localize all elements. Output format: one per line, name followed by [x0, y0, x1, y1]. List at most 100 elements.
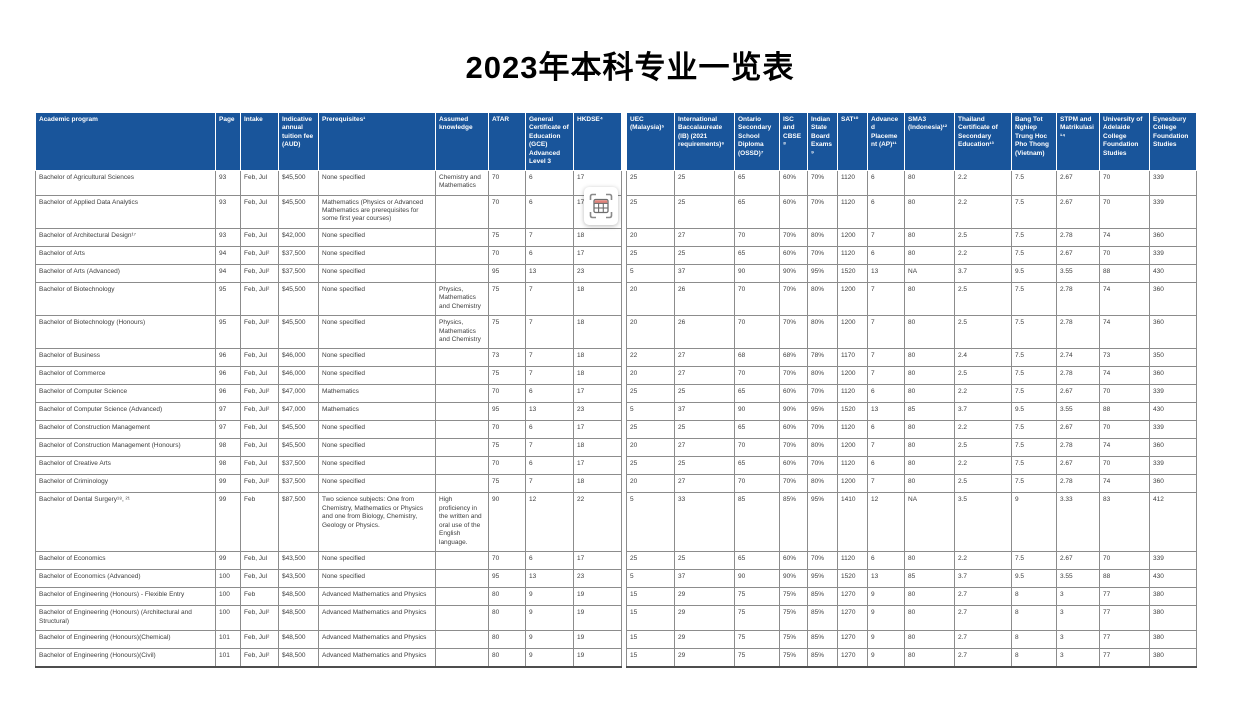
data-cell: 360: [1149, 366, 1197, 386]
data-cell: 100: [215, 569, 241, 589]
data-cell: 75: [734, 647, 780, 668]
data-cell: 90: [734, 402, 780, 422]
data-cell: 90: [734, 263, 780, 283]
data-cell: 15: [626, 587, 675, 607]
data-cell: [435, 348, 489, 368]
capture-table-button[interactable]: [584, 187, 618, 225]
data-cell: 68: [734, 348, 780, 368]
data-cell: 7.5: [1011, 420, 1057, 440]
data-cell: 2.2: [954, 384, 1012, 404]
data-cell: 15: [626, 647, 675, 668]
program-cell: Bachelor of Applied Data Analytics: [35, 194, 216, 229]
data-cell: 25: [626, 194, 675, 229]
data-cell: 99: [215, 551, 241, 571]
data-cell: 3: [1056, 605, 1100, 631]
data-cell: 20: [626, 281, 675, 317]
data-cell: 65: [734, 384, 780, 404]
data-cell: 339: [1149, 384, 1197, 404]
data-cell: 26: [674, 315, 735, 350]
data-cell: 3.55: [1056, 402, 1100, 422]
data-cell: $45,500: [278, 194, 319, 229]
data-cell: Feb, Jul: [240, 366, 279, 386]
data-cell: 7: [525, 474, 574, 494]
data-cell: 29: [674, 629, 735, 649]
data-cell: 95%: [807, 263, 838, 283]
data-cell: 22: [626, 348, 675, 368]
data-cell: $48,500: [278, 647, 319, 668]
data-cell: 12: [867, 492, 905, 553]
data-cell: 360: [1149, 438, 1197, 458]
data-cell: 70: [1099, 169, 1150, 196]
program-cell: Bachelor of Engineering (Honours)(Civil): [35, 647, 216, 668]
data-cell: 77: [1099, 605, 1150, 631]
data-cell: 70%: [779, 474, 808, 494]
data-cell: 75: [734, 629, 780, 649]
data-cell: 97: [215, 402, 241, 422]
data-cell: 8: [1011, 605, 1057, 631]
data-cell: 7.5: [1011, 551, 1057, 571]
data-cell: 70%: [807, 245, 838, 265]
data-cell: 96: [215, 384, 241, 404]
data-cell: Mathematics (Physics or Advanced Mathema…: [318, 194, 436, 229]
data-cell: 70: [1099, 420, 1150, 440]
data-cell: 18: [573, 315, 622, 350]
data-cell: 380: [1149, 647, 1197, 668]
data-cell: 80: [904, 227, 955, 247]
program-cell: Bachelor of Economics (Advanced): [35, 569, 216, 589]
data-cell: 98: [215, 456, 241, 476]
data-cell: 15: [626, 629, 675, 649]
data-cell: [435, 569, 489, 589]
data-cell: 13: [867, 402, 905, 422]
data-cell: 19: [573, 605, 622, 631]
data-cell: 65: [734, 169, 780, 196]
data-cell: 70%: [779, 281, 808, 317]
table-row: Bachelor of Creative Arts 98 Feb, Jul $37,5…: [35, 456, 1197, 476]
data-cell: 9.5: [1011, 569, 1057, 589]
data-cell: 3.7: [954, 569, 1012, 589]
column-gap: [621, 630, 627, 649]
data-cell: 2.7: [954, 629, 1012, 649]
data-cell: 7.5: [1011, 456, 1057, 476]
data-cell: 7.5: [1011, 348, 1057, 368]
data-cell: 6: [867, 384, 905, 404]
data-cell: 73: [1099, 348, 1150, 368]
data-cell: 80: [904, 551, 955, 571]
data-cell: 1520: [837, 569, 868, 589]
table-row: Bachelor of Business 96 Feb, Jul $46,000 Non…: [35, 348, 1197, 368]
data-cell: 5: [626, 263, 675, 283]
data-cell: $37,500: [278, 474, 319, 494]
column-gap: [621, 474, 627, 493]
data-cell: 101: [215, 647, 241, 668]
data-cell: 2.2: [954, 169, 1012, 196]
table-row: Bachelor of Arts 94 Feb, Jul² $37,500 None s…: [35, 245, 1197, 265]
data-cell: 18: [573, 281, 622, 317]
data-cell: 6: [867, 456, 905, 476]
data-cell: 7: [525, 227, 574, 247]
data-cell: 70: [734, 227, 780, 247]
data-cell: 80: [488, 605, 526, 631]
data-cell: 60%: [779, 420, 808, 440]
data-cell: 18: [573, 438, 622, 458]
data-cell: 339: [1149, 551, 1197, 571]
data-cell: 85%: [807, 647, 838, 668]
data-cell: Physics, Mathematics and Chemistry: [435, 281, 489, 317]
data-cell: 9: [867, 587, 905, 607]
data-cell: 75%: [779, 587, 808, 607]
data-cell: 80%: [807, 474, 838, 494]
data-cell: 7.5: [1011, 474, 1057, 494]
data-cell: Feb, Jul²: [240, 281, 279, 317]
data-cell: 2.74: [1056, 348, 1100, 368]
data-cell: 18: [573, 366, 622, 386]
data-cell: 70%: [779, 366, 808, 386]
data-cell: [435, 605, 489, 631]
data-cell: 2.7: [954, 647, 1012, 668]
data-cell: $48,500: [278, 605, 319, 631]
data-cell: 3: [1056, 629, 1100, 649]
column-gap: [621, 456, 627, 475]
data-cell: None specified: [318, 315, 436, 350]
data-cell: 380: [1149, 629, 1197, 649]
data-cell: 80%: [807, 366, 838, 386]
data-cell: 2.67: [1056, 420, 1100, 440]
table-row: Bachelor of Commerce 96 Feb, Jul $46,000 Non…: [35, 366, 1197, 386]
data-cell: Feb, Jul²: [240, 605, 279, 631]
